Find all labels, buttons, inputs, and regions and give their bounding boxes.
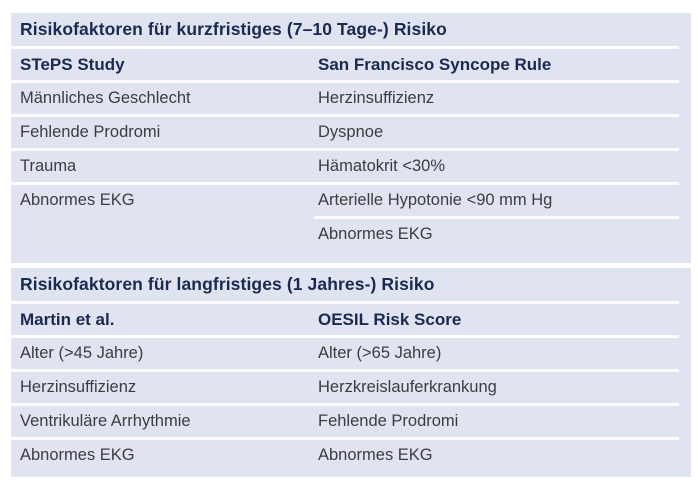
row-divider-right-column bbox=[314, 216, 679, 219]
column-header-martin-et-al: Martin et al. bbox=[20, 309, 115, 329]
table-row: Trauma Hämatokrit <30% bbox=[11, 151, 691, 182]
row-divider bbox=[11, 369, 679, 372]
column-header-row: Martin et al. OESIL Risk Score bbox=[11, 304, 691, 335]
table-cell: Abnormes EKG bbox=[20, 446, 135, 464]
row-divider bbox=[11, 148, 679, 151]
table-row: Fehlende Prodromi Dyspnoe bbox=[11, 117, 691, 148]
table-row: Männliches Geschlecht Herzinsuffizienz bbox=[11, 83, 691, 114]
section-bottom-padding bbox=[11, 471, 691, 477]
table-row: Alter (>45 Jahre) Alter (>65 Jahre) bbox=[11, 338, 691, 369]
column-header-steps-study: STePS Study bbox=[20, 54, 125, 74]
table-cell: Abnormes EKG bbox=[20, 191, 135, 209]
section-bottom-padding bbox=[11, 250, 691, 263]
risk-factor-table: Risikofaktoren für kurzfristiges (7–10 T… bbox=[11, 13, 691, 477]
column-header-oesil-risk-score: OESIL Risk Score bbox=[318, 309, 462, 329]
table-cell: Ventrikuläre Arrhythmie bbox=[20, 412, 191, 430]
table-row: Abnormes EKG bbox=[11, 219, 691, 250]
table-row: Herzinsuffizienz Herzkreislauferkrankung bbox=[11, 372, 691, 403]
section-title-short-term: Risikofaktoren für kurzfristiges (7–10 T… bbox=[20, 19, 447, 39]
table-cell: Alter (>45 Jahre) bbox=[20, 344, 144, 362]
row-divider bbox=[11, 301, 679, 304]
table-cell: Fehlende Prodromi bbox=[318, 412, 459, 430]
table-cell: Herzkreislauferkrankung bbox=[318, 378, 497, 396]
table-cell: Männliches Geschlecht bbox=[20, 89, 191, 107]
table-cell: Dyspnoe bbox=[318, 123, 384, 141]
table-cell: Abnormes EKG bbox=[318, 446, 433, 464]
table-cell: Herzinsuffizienz bbox=[20, 378, 137, 396]
table-cell: Herzinsuffizienz bbox=[318, 89, 435, 107]
row-divider bbox=[11, 182, 679, 185]
row-divider bbox=[11, 46, 679, 49]
table-cell: Abnormes EKG bbox=[318, 225, 433, 243]
row-divider bbox=[11, 114, 679, 117]
table-cell: Trauma bbox=[20, 157, 77, 175]
section-short-term-risk: Risikofaktoren für kurzfristiges (7–10 T… bbox=[11, 13, 691, 263]
table-cell: Hämatokrit <30% bbox=[318, 157, 446, 175]
row-divider bbox=[11, 80, 679, 83]
row-divider bbox=[11, 437, 679, 440]
row-divider bbox=[11, 403, 679, 406]
table-row: Ventrikuläre Arrhythmie Fehlende Prodrom… bbox=[11, 406, 691, 437]
table-cell: Alter (>65 Jahre) bbox=[318, 344, 442, 362]
table-cell: Arterielle Hypotonie <90 mm Hg bbox=[318, 191, 553, 209]
section-long-term-risk: Risikofaktoren für langfristiges (1 Jahr… bbox=[11, 268, 691, 477]
section-title-long-term: Risikofaktoren für langfristiges (1 Jahr… bbox=[20, 274, 435, 294]
table-cell: Fehlende Prodromi bbox=[20, 123, 161, 141]
column-header-row: STePS Study San Francisco Syncope Rule bbox=[11, 49, 691, 80]
column-header-sf-syncope-rule: San Francisco Syncope Rule bbox=[318, 54, 552, 74]
table-row: Abnormes EKG Arterielle Hypotonie <90 mm… bbox=[11, 185, 691, 216]
row-divider bbox=[11, 335, 679, 338]
table-row: Abnormes EKG Abnormes EKG bbox=[11, 440, 691, 471]
